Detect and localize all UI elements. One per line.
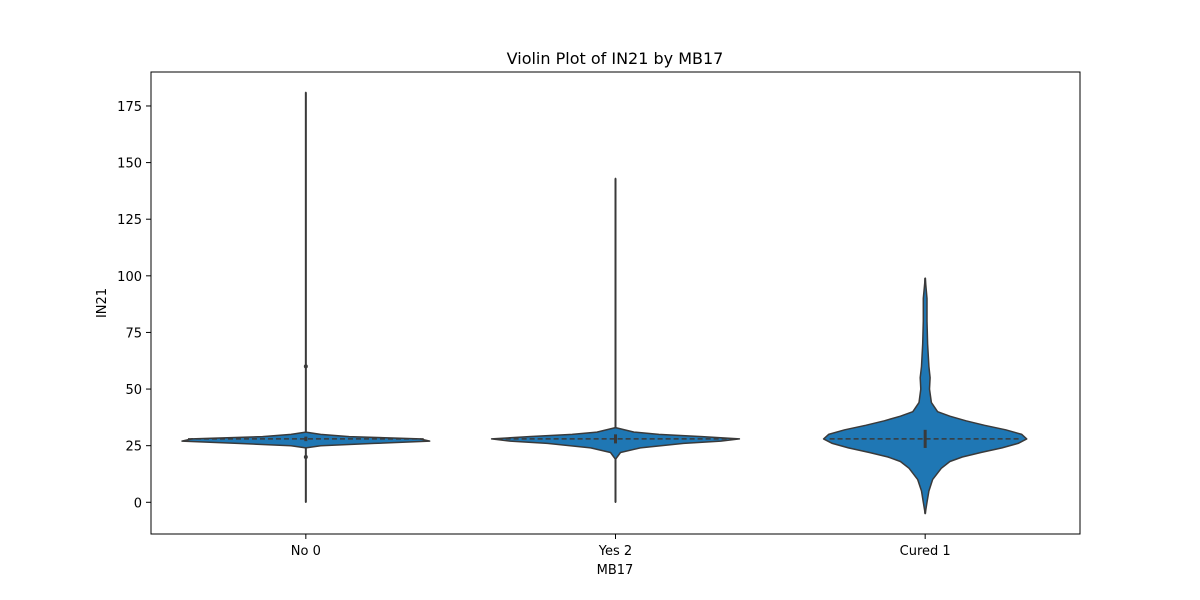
y-tick-label: 100 xyxy=(117,270,142,285)
violin-cured-1 xyxy=(822,277,1028,515)
y-tick-label: 175 xyxy=(117,100,142,115)
x-tick-label: No 0 xyxy=(291,544,321,559)
y-tick-label: 0 xyxy=(134,496,142,511)
y-tick-label: 25 xyxy=(125,440,142,455)
x-tick-label: Yes 2 xyxy=(598,544,632,559)
y-tick-label: 125 xyxy=(117,213,142,228)
violin-point xyxy=(303,364,308,369)
y-axis: 0 25 50 75 100 125 150 175 xyxy=(117,100,151,511)
violin-body xyxy=(822,277,1028,515)
x-tick-label: Cured 1 xyxy=(900,544,951,559)
plot-frame xyxy=(150,71,1081,535)
violin-yes-2 xyxy=(490,177,741,504)
violin-body xyxy=(181,91,431,504)
x-axis: No 0 Yes 2 Cured 1 xyxy=(291,534,951,559)
y-axis-label: IN21 xyxy=(95,288,110,318)
x-axis-label: MB17 xyxy=(597,563,634,578)
violin-no-0 xyxy=(181,91,431,504)
y-tick-label: 50 xyxy=(125,383,142,398)
chart-title: Violin Plot of IN21 by MB17 xyxy=(507,49,724,68)
violin-point xyxy=(303,455,308,459)
y-tick-label: 75 xyxy=(125,326,142,341)
y-tick-label: 150 xyxy=(117,157,142,172)
violin-body xyxy=(490,177,741,504)
plot-area xyxy=(181,91,1028,515)
